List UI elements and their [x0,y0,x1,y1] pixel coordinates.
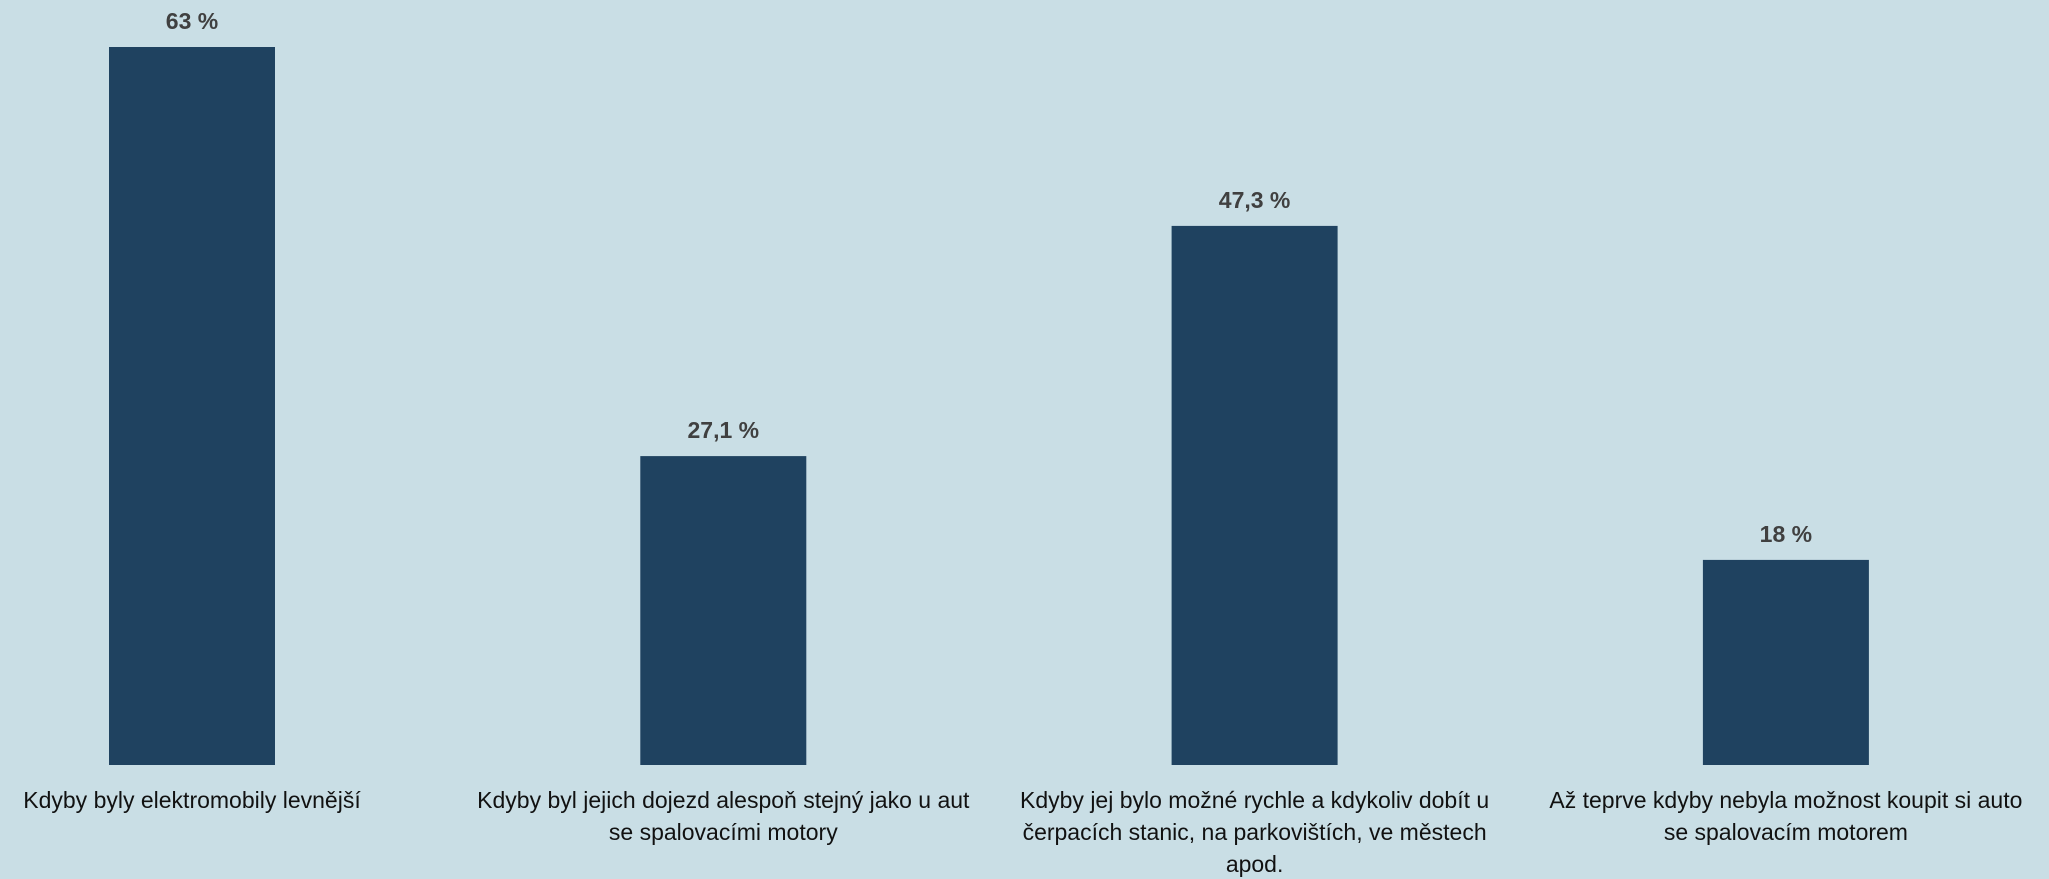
bar-4 [1702,559,1869,765]
category-label-line: čerpacích stanic, na parkovištích, ve mě… [1023,819,1487,845]
data-label-4: 18 % [1760,521,1812,547]
bars-layer [109,47,1869,765]
category-label-line: Kdyby byl jejich dojezd alespoň stejný j… [477,787,970,813]
bar-2 [640,456,807,765]
category-label-1: Kdyby byly elektromobily levnější [23,787,361,813]
value-labels-layer: 63 % 27,1 % 47,3 % 18 % [166,8,1812,547]
category-label-line: Kdyby byly elektromobily levnější [23,787,361,813]
category-labels-layer: Kdyby byly elektromobily levnější Kdyby b… [23,787,2022,877]
data-label-3: 47,3 % [1219,187,1291,213]
category-label-line: apod. [1226,851,1284,877]
data-label-2: 27,1 % [687,417,759,443]
category-label-line: se spalovacím motorem [1664,819,1908,845]
data-label-1: 63 % [166,8,218,34]
bar-1 [109,47,275,765]
category-label-line: Až teprve kdyby nebyla možnost koupit si… [1549,787,2022,813]
category-label-line: Kdyby jej bylo možné rychle a kdykoliv d… [1020,787,1489,813]
category-label-line: se spalovacími motory [609,819,838,845]
category-label-3: Kdyby jej bylo možné rychle a kdykoliv d… [1020,787,1489,877]
bar-3 [1171,225,1338,765]
category-label-2: Kdyby byl jejich dojezd alespoň stejný j… [477,787,970,845]
category-label-4: Až teprve kdyby nebyla možnost koupit si… [1549,787,2022,845]
